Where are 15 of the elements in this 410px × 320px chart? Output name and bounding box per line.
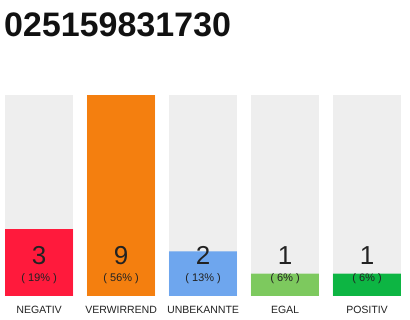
annotation: ( 56% ) (103, 272, 139, 284)
x-tick-label: VERWIRREND (85, 304, 158, 316)
annotation: ( 13% ) (185, 272, 221, 284)
data-label: 9 (114, 240, 128, 270)
data-label: 1 (278, 240, 292, 270)
x-tick-label: EGAL (270, 304, 300, 316)
data-label: 3 (32, 240, 46, 270)
annotation: ( 6% ) (270, 272, 300, 284)
data-label: 1 (360, 240, 374, 270)
x-tick-label: UNBEKANNTE (167, 304, 239, 316)
annotation: ( 6% ) (352, 272, 382, 284)
annotation: ( 19% ) (21, 272, 57, 284)
x-tick-label: POSITIV (346, 304, 388, 316)
chart-title: 025159831730 (4, 6, 231, 44)
x-tick-label: NEGATIV (16, 304, 62, 316)
